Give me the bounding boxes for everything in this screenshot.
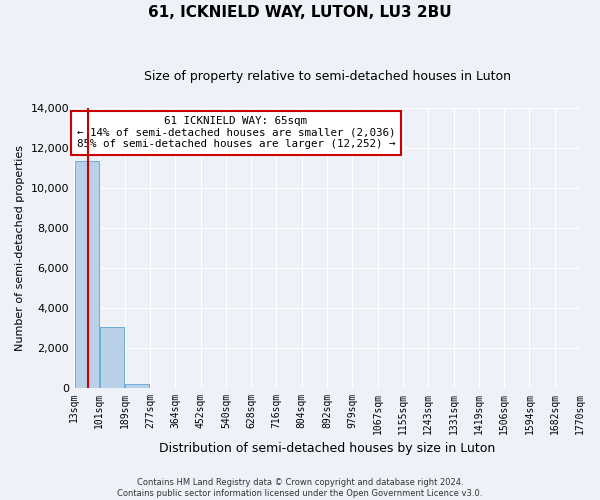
Text: 61, ICKNIELD WAY, LUTON, LU3 2BU: 61, ICKNIELD WAY, LUTON, LU3 2BU [148,5,452,20]
Bar [74,161,99,388]
Bar [100,326,124,388]
X-axis label: Distribution of semi-detached houses by size in Luton: Distribution of semi-detached houses by … [159,442,495,455]
Title: Size of property relative to semi-detached houses in Luton: Size of property relative to semi-detach… [143,70,511,83]
Text: Contains HM Land Registry data © Crown copyright and database right 2024.
Contai: Contains HM Land Registry data © Crown c… [118,478,482,498]
Bar [125,384,149,388]
Text: 61 ICKNIELD WAY: 65sqm
← 14% of semi-detached houses are smaller (2,036)
85% of : 61 ICKNIELD WAY: 65sqm ← 14% of semi-det… [77,116,395,150]
Y-axis label: Number of semi-detached properties: Number of semi-detached properties [15,144,25,350]
